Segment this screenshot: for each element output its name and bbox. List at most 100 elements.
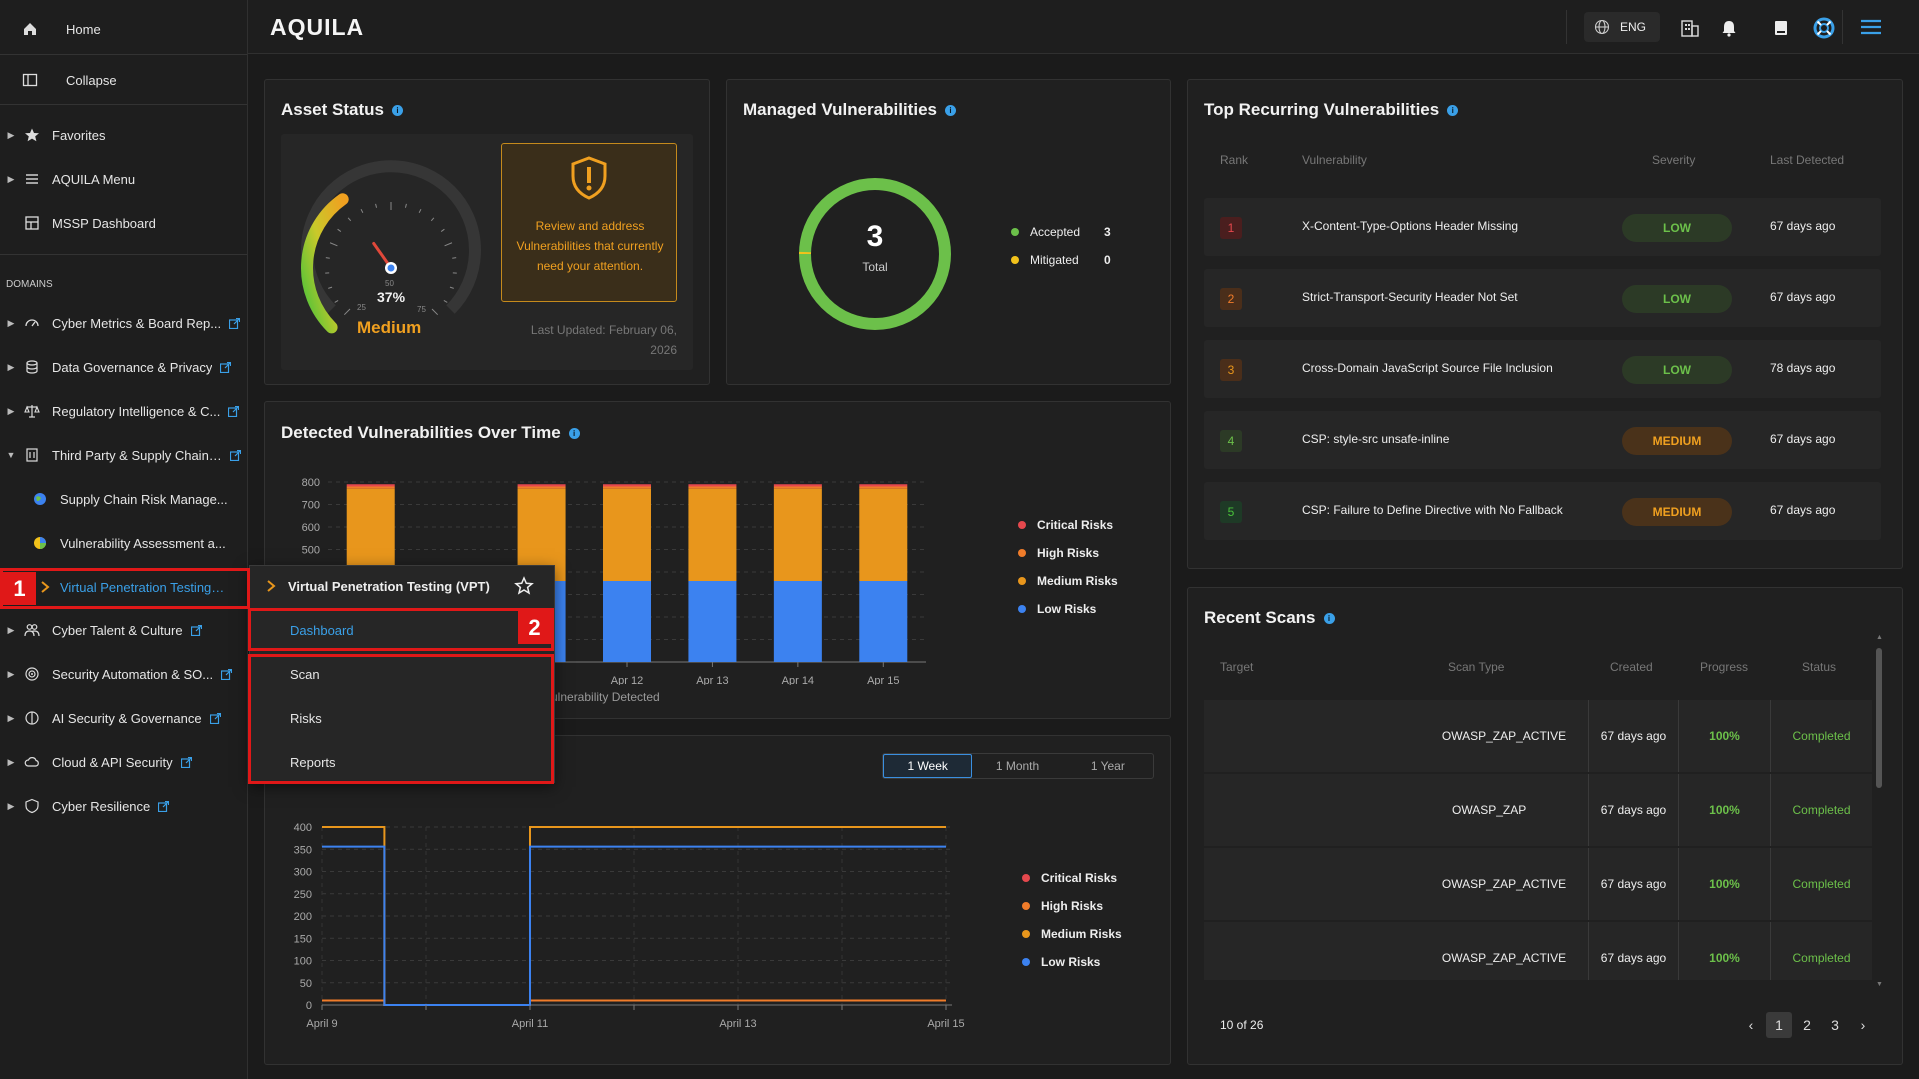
sidebar-item-cloud-api[interactable]: ▶ Cloud & API Security bbox=[0, 745, 247, 779]
sidebar-home[interactable]: Home bbox=[0, 12, 247, 46]
page-1-button[interactable]: 1 bbox=[1766, 1012, 1792, 1038]
page-3-button[interactable]: 3 bbox=[1831, 1017, 1839, 1033]
bar-segment bbox=[346, 486, 395, 489]
sidebar-item-label: Third Party & Supply Chain ... bbox=[52, 447, 222, 463]
vuln-row[interactable]: 4 CSP: style-src unsafe-inline MEDIUM 67… bbox=[1204, 411, 1881, 469]
external-link-icon[interactable] bbox=[220, 361, 232, 373]
info-icon[interactable]: i bbox=[391, 104, 403, 116]
scan-row[interactable]: OWASP_ZAP 67 days ago 100% Completed bbox=[1204, 774, 1872, 846]
managed-vulnerabilities-card: Managed Vulnerabilities i 3 Total Accepte… bbox=[726, 79, 1171, 385]
managed-total: 3 bbox=[866, 220, 884, 253]
y-tick-label: 350 bbox=[294, 844, 312, 856]
legend-dot bbox=[1011, 256, 1019, 264]
expand-arrow-icon: ▶ bbox=[7, 756, 15, 767]
sidebar-mssp-dashboard[interactable]: MSSP Dashboard bbox=[0, 206, 247, 240]
shield-icon bbox=[22, 796, 42, 816]
last-detected: 67 days ago bbox=[1770, 219, 1836, 233]
sidebar-item-security-automation[interactable]: ▶ Security Automation & SO... bbox=[0, 657, 247, 691]
legend-dot bbox=[1022, 930, 1030, 938]
favorite-star-icon[interactable] bbox=[514, 576, 534, 596]
trend-line-chart: 0 50 100 150 200 250 300 350 400 April 9 April 11 A… bbox=[294, 822, 965, 1030]
gauge-tick: 25 bbox=[357, 303, 366, 312]
info-icon[interactable]: i bbox=[1323, 612, 1335, 624]
vuln-row[interactable]: 2 Strict-Transport-Security Header Not S… bbox=[1204, 269, 1881, 327]
asset-status-card: Asset Status i 25 50 75 100 37% Medium Re… bbox=[264, 79, 710, 385]
tab-1-week[interactable]: 1 Week bbox=[883, 754, 973, 778]
sidebar-subitem-vpt[interactable]: Virtual Penetration Testing ... bbox=[0, 570, 247, 604]
vuln-name: CSP: style-src unsafe-inline bbox=[1302, 432, 1450, 446]
external-link-icon[interactable] bbox=[180, 756, 192, 768]
menu-icon[interactable] bbox=[1860, 18, 1882, 36]
vuln-row[interactable]: 5 CSP: Failure to Define Directive with … bbox=[1204, 482, 1881, 540]
detected-title: Detected Vulnerabilities Over Time i bbox=[281, 423, 580, 443]
legend-accepted: Accepted 3 bbox=[1011, 225, 1111, 239]
bar-segment bbox=[517, 486, 566, 489]
sidebar: Home Collapse ▶ Favorites ▶ AQUILA Menu … bbox=[0, 0, 248, 1079]
annotation-box-2 bbox=[248, 608, 554, 651]
sidebar-item-data-governance[interactable]: ▶ Data Governance & Privacy bbox=[0, 350, 247, 384]
external-link-icon[interactable] bbox=[229, 317, 241, 329]
sidebar-item-regulatory[interactable]: ▶ Regulatory Intelligence & C... bbox=[0, 394, 247, 428]
info-icon[interactable]: i bbox=[944, 104, 956, 116]
building-icon[interactable] bbox=[1680, 18, 1700, 38]
sidebar-item-cyber-talent[interactable]: ▶ Cyber Talent & Culture bbox=[0, 613, 247, 647]
bar-segment bbox=[517, 484, 566, 487]
tab-1-year[interactable]: 1 Year bbox=[1090, 759, 1125, 773]
vuln-name: Strict-Transport-Security Header Not Set bbox=[1302, 290, 1518, 304]
book-icon[interactable] bbox=[1772, 19, 1790, 37]
gauge-tick-mark bbox=[343, 308, 351, 316]
sidebar-collapse[interactable]: Collapse bbox=[0, 63, 247, 97]
tab-1-month[interactable]: 1 Month bbox=[995, 759, 1040, 773]
sidebar-subitem-vulnerability-assessment[interactable]: Vulnerability Assessment a... bbox=[0, 526, 247, 560]
lifebuoy-icon[interactable] bbox=[1813, 17, 1835, 39]
gauge-tick-mark bbox=[325, 257, 330, 259]
vuln-row[interactable]: 1 X-Content-Type-Options Header Missing … bbox=[1204, 198, 1881, 256]
next-page-button[interactable]: › bbox=[1860, 1017, 1866, 1033]
sidebar-aquila-menu[interactable]: ▶ AQUILA Menu bbox=[0, 162, 247, 196]
sidebar-item-cyber-metrics[interactable]: ▶ Cyber Metrics & Board Rep... bbox=[0, 306, 247, 340]
card-title-text: Detected Vulnerabilities Over Time bbox=[281, 423, 561, 442]
external-link-icon[interactable] bbox=[158, 800, 170, 812]
flyout-item-reports[interactable]: Reports bbox=[290, 754, 336, 770]
vuln-row[interactable]: 3 Cross-Domain JavaScript Source File In… bbox=[1204, 340, 1881, 398]
external-link-icon[interactable] bbox=[228, 405, 240, 417]
external-link-icon[interactable] bbox=[221, 668, 233, 680]
bar-segment bbox=[688, 581, 737, 662]
flyout-item-dashboard[interactable]: Dashboard bbox=[290, 622, 354, 638]
bell-icon[interactable] bbox=[1720, 19, 1738, 37]
gauge-tick-mark bbox=[360, 208, 364, 213]
prev-page-button[interactable]: ‹ bbox=[1748, 1017, 1754, 1033]
sidebar-item-third-party[interactable]: ▼ Third Party & Supply Chain ... bbox=[0, 438, 247, 472]
scan-row[interactable]: OWASP_ZAP_ACTIVE 67 days ago 100% Comple… bbox=[1204, 848, 1872, 920]
warning-shield-icon bbox=[571, 156, 607, 200]
x-tick-label: Apr 13 bbox=[696, 675, 728, 685]
scan-type: OWASP_ZAP bbox=[1452, 803, 1527, 817]
external-link-icon[interactable] bbox=[209, 712, 221, 724]
flyout-item-scan[interactable]: Scan bbox=[290, 666, 320, 682]
language-selector[interactable]: ENG bbox=[1584, 12, 1660, 42]
sidebar-item-cyber-resilience[interactable]: ▶ Cyber Resilience bbox=[0, 789, 247, 823]
flyout-item-risks[interactable]: Risks bbox=[290, 710, 322, 726]
external-link-icon[interactable] bbox=[190, 624, 202, 636]
rank-badge: 1 bbox=[1220, 217, 1242, 239]
sidebar-favorites[interactable]: ▶ Favorites bbox=[0, 118, 247, 152]
scan-row[interactable]: OWASP_ZAP_ACTIVE 67 days ago 100% Comple… bbox=[1204, 922, 1872, 980]
external-link-icon[interactable] bbox=[230, 449, 241, 461]
sidebar-item-ai-security[interactable]: ▶ AI Security & Governance bbox=[0, 701, 247, 735]
sidebar-item-label: Supply Chain Risk Manage... bbox=[60, 491, 228, 507]
page-2-button[interactable]: 2 bbox=[1803, 1017, 1811, 1033]
scan-row[interactable]: OWASP_ZAP_ACTIVE 67 days ago 100% Comple… bbox=[1204, 700, 1872, 772]
sidebar-subitem-supply-chain[interactable]: Supply Chain Risk Manage... bbox=[0, 482, 247, 516]
legend-label: High Risks bbox=[1041, 899, 1104, 913]
scrollbar[interactable]: ▲ ▼ bbox=[1876, 634, 1883, 988]
bar-segment bbox=[859, 581, 908, 662]
y-tick-label: 0 bbox=[306, 1000, 312, 1012]
sidebar-mssp-label: MSSP Dashboard bbox=[52, 215, 156, 231]
legend-label: Accepted bbox=[1030, 225, 1081, 239]
severity-badge: LOW bbox=[1622, 214, 1732, 242]
info-icon[interactable]: i bbox=[568, 427, 580, 439]
info-icon[interactable]: i bbox=[1447, 104, 1459, 116]
bar-segment bbox=[859, 488, 908, 581]
scan-type: OWASP_ZAP_ACTIVE bbox=[1441, 951, 1567, 965]
app-logo[interactable]: AQUILA bbox=[270, 14, 365, 40]
